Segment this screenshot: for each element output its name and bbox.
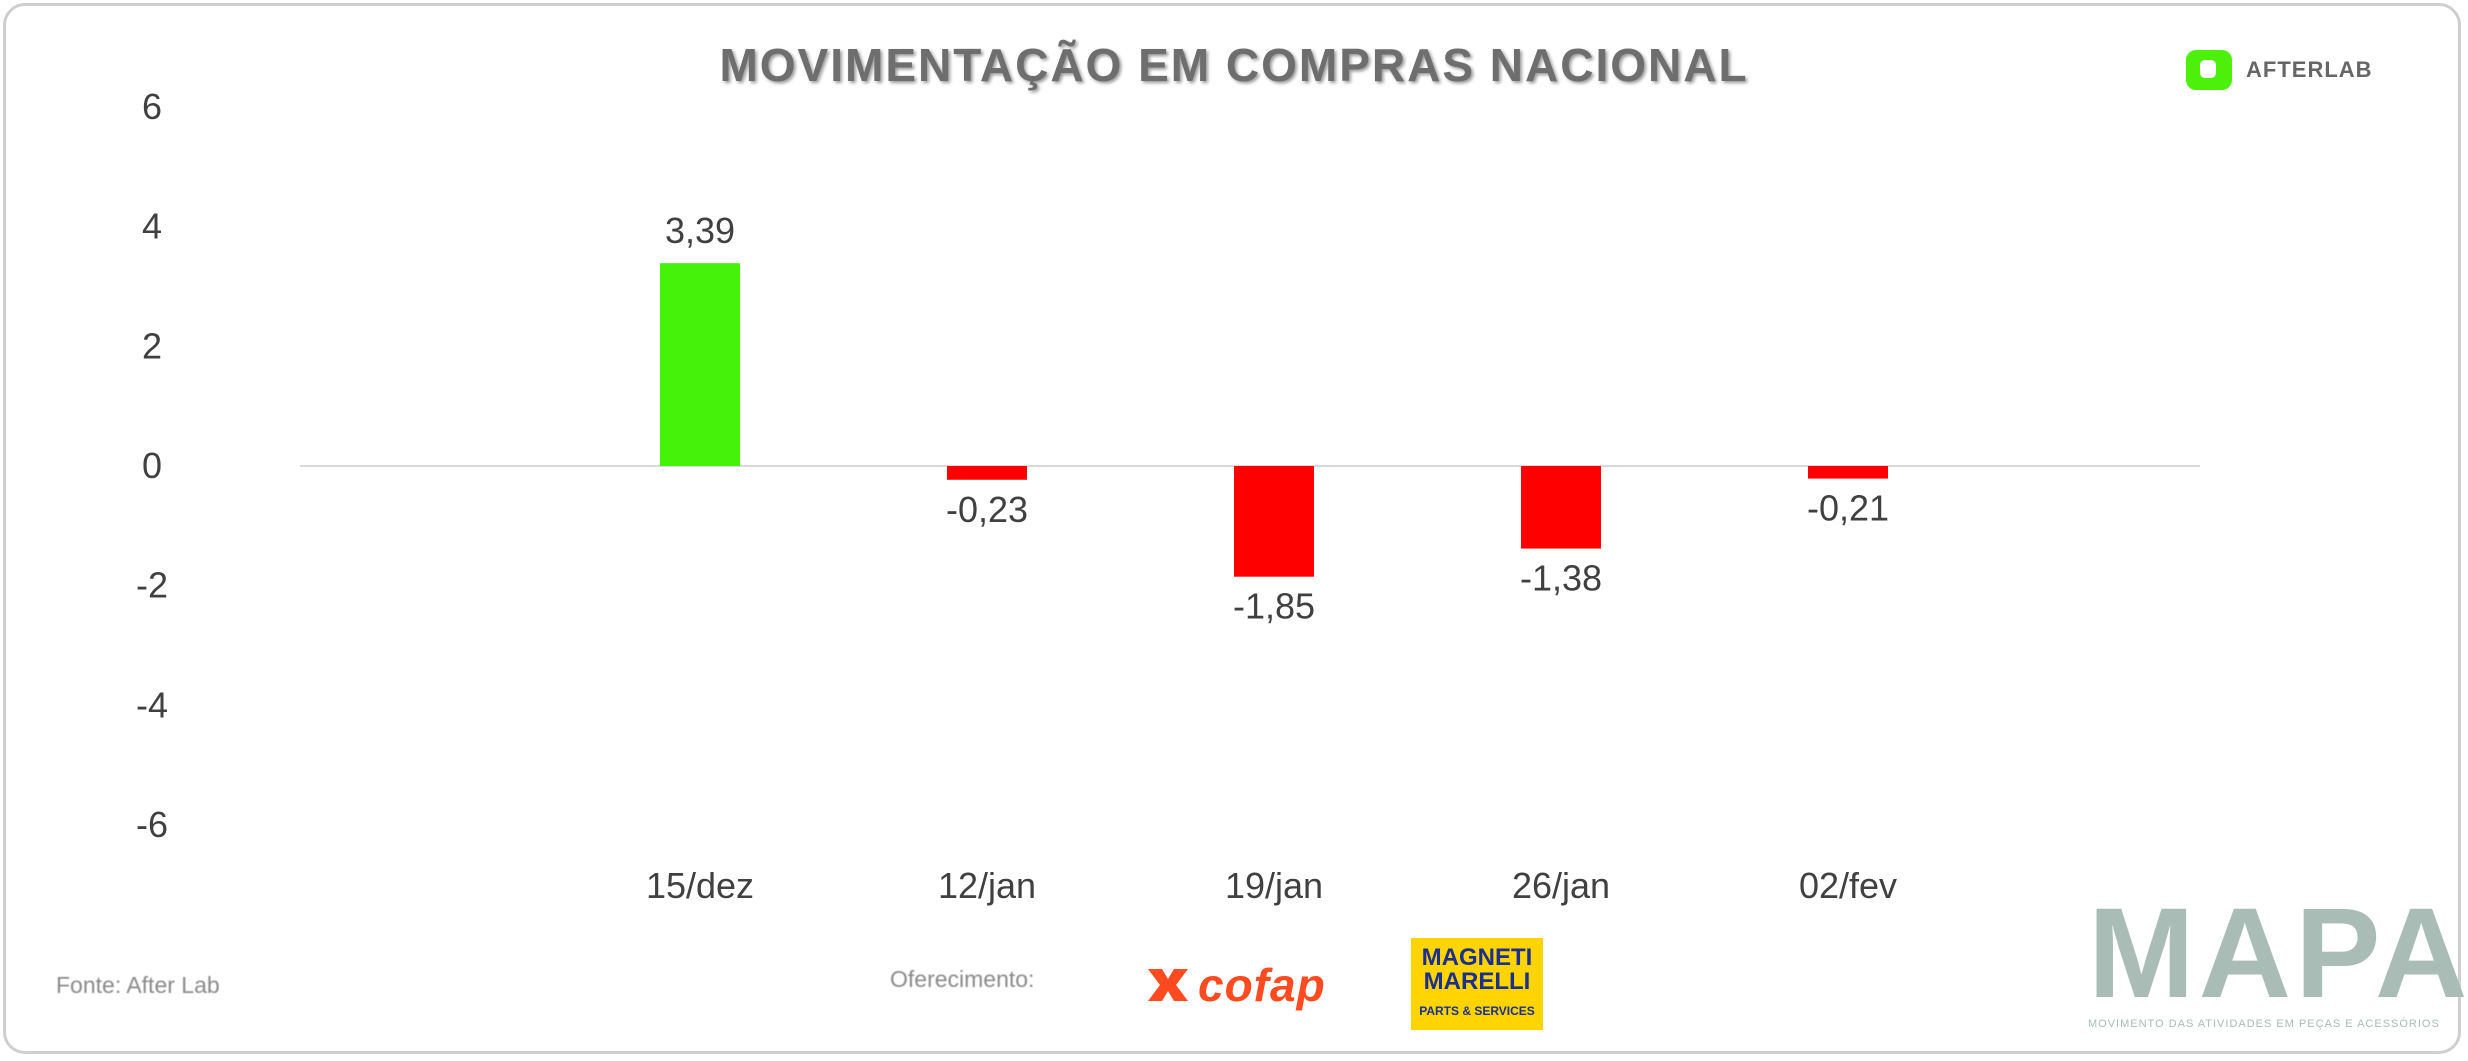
bar <box>1521 466 1601 549</box>
y-tick-label: 2 <box>142 325 162 366</box>
x-tick-label: 19/jan <box>1225 865 1323 906</box>
afterlab-logo-text: AFTERLAB <box>2246 57 2373 82</box>
afterlab-logo: AFTERLAB <box>2186 50 2373 90</box>
chart-frame <box>3 3 2461 1054</box>
data-label: -1,38 <box>1520 558 1602 599</box>
bar <box>947 466 1027 480</box>
mapa-logo-subtitle: MOVIMENTO DAS ATIVIDADES EM PEÇAS E ACES… <box>2088 1018 2440 1030</box>
bar <box>1808 466 1888 479</box>
data-label: 3,39 <box>665 210 735 251</box>
bar <box>660 263 740 466</box>
x-tick-label: 02/fev <box>1799 865 1897 906</box>
cofap-logo-text: cofap <box>1198 959 1326 1011</box>
mapa-logo-title: MAPA <box>2088 882 2468 1025</box>
data-label: -0,23 <box>946 489 1028 530</box>
cofap-logo-icon <box>1148 969 1188 1001</box>
y-tick-label: -2 <box>136 565 168 606</box>
x-tick-label: 15/dez <box>646 865 754 906</box>
y-tick-label: 4 <box>142 206 162 247</box>
x-tick-label: 26/jan <box>1512 865 1610 906</box>
y-tick-label: 6 <box>142 86 162 127</box>
data-label: -0,21 <box>1807 488 1889 529</box>
y-tick-label: -6 <box>136 804 168 845</box>
bar <box>1234 466 1314 577</box>
source-note: Fonte: After Lab <box>56 972 220 998</box>
afterlab-logo-icon <box>2186 50 2232 90</box>
magneti-marelli-line1: MAGNETI <box>1421 944 1533 971</box>
y-tick-label: -4 <box>136 684 168 725</box>
y-tick-label: 0 <box>142 445 162 486</box>
magneti-marelli-line2: MARELLI <box>1423 968 1531 995</box>
cofap-logo: cofap <box>1144 958 1326 1012</box>
x-tick-label: 12/jan <box>938 865 1036 906</box>
sponsor-label: Oferecimento: <box>890 966 1035 992</box>
magneti-marelli-line3: PARTS & SERVICES <box>1419 1004 1535 1018</box>
bar-chart: 6 4 2 0 -2 -4 -6 3,39 15/dez -0,23 12/jan -1,85 19/j… <box>136 86 2200 906</box>
chart-title: MOVIMENTAÇÃO EM COMPRAS NACIONAL <box>719 39 1749 91</box>
data-label: -1,85 <box>1233 586 1315 627</box>
magneti-marelli-logo: MAGNETI MARELLI PARTS & SERVICES <box>1411 938 1543 1030</box>
mapa-logo: MAPA MOVIMENTO DAS ATIVIDADES EM PEÇAS E… <box>2088 882 2468 1031</box>
